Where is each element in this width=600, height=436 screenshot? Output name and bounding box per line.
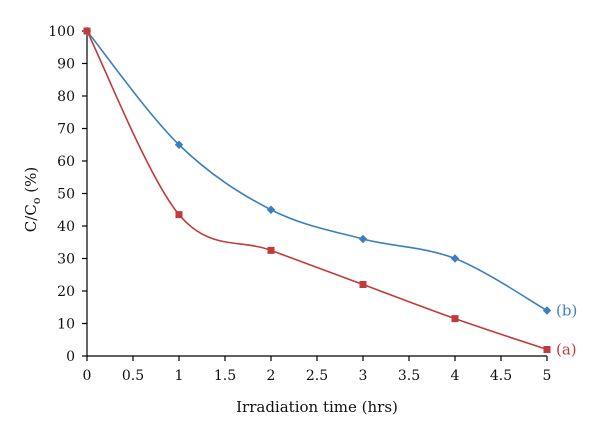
y-tick-label: 0 <box>66 349 75 365</box>
y-axis-title: C/Co (%) <box>22 167 43 232</box>
data-point <box>83 27 91 35</box>
x-tick-label: 2.5 <box>306 368 328 384</box>
data-point <box>359 281 367 288</box>
y-tick-label: 100 <box>48 24 75 40</box>
x-tick-label: 1 <box>175 368 184 384</box>
y-axis-title-main: C/C <box>22 204 40 232</box>
x-tick-label: 3.5 <box>398 368 420 384</box>
data-point <box>266 205 276 214</box>
x-tick-label: 1.5 <box>214 368 236 384</box>
y-tick-label: 80 <box>57 89 75 105</box>
x-tick-label: 4.5 <box>490 368 512 384</box>
y-tick-label: 40 <box>57 219 75 235</box>
data-point <box>542 306 552 315</box>
series-line <box>86 30 548 312</box>
y-tick-label: 60 <box>57 154 75 170</box>
y-axis-title-unit: (%) <box>22 167 40 198</box>
y-tick-label: 70 <box>57 122 75 138</box>
series-line <box>86 30 548 351</box>
data-point <box>358 234 368 244</box>
x-axis-title: Irradiation time (hrs) <box>236 398 398 416</box>
x-tick-label: 0 <box>83 368 92 384</box>
data-point <box>543 346 551 353</box>
series-label: (a) <box>556 341 577 359</box>
series-a: (a) <box>83 27 577 359</box>
y-axis-title-subscript: o <box>30 197 43 204</box>
x-tick-label: 0.5 <box>122 368 144 384</box>
y-tick-label: 20 <box>57 284 75 300</box>
x-tick-label: 5 <box>543 368 552 384</box>
y-tick-label: 50 <box>57 187 75 203</box>
y-tick-label: 10 <box>57 317 75 333</box>
data-point <box>450 254 460 263</box>
x-tick-label: 2 <box>267 368 276 384</box>
series-label: (b) <box>556 302 577 320</box>
x-axis-ticks: 0 0.5 1 1.5 2 2.5 3 3.5 4 4.5 5 <box>83 356 552 384</box>
series-layer: (b) (a) <box>82 26 577 359</box>
data-point <box>174 140 184 149</box>
y-axis-ticks: 0 10 20 30 40 50 60 70 80 90 100 <box>48 24 87 365</box>
data-point <box>175 211 183 219</box>
data-point <box>451 315 459 323</box>
y-tick-label: 30 <box>57 252 75 268</box>
y-tick-label: 90 <box>57 57 75 73</box>
data-point <box>267 246 275 254</box>
x-tick-label: 3 <box>359 368 368 384</box>
x-tick-label: 4 <box>451 368 460 384</box>
series-b: (b) <box>82 26 577 320</box>
